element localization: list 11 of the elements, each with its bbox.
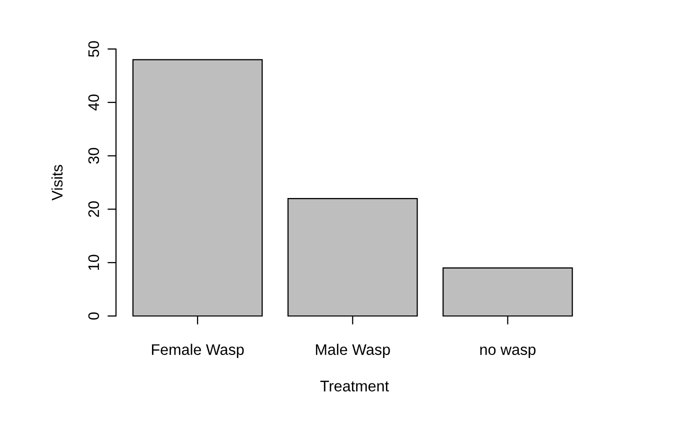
- y-axis-title: Visits: [51, 164, 63, 201]
- x-tick-label: no wasp: [480, 346, 536, 358]
- y-tick-label: 10: [88, 254, 100, 270]
- y-tick-label: 30: [88, 148, 100, 164]
- y-tick-label: 50: [88, 41, 100, 57]
- y-tick-label: 20: [88, 201, 100, 217]
- x-axis-title: Treatment: [320, 380, 389, 392]
- x-tick-label: Male Wasp: [316, 344, 390, 358]
- y-tick-label: 40: [88, 94, 100, 111]
- y-tick-label: 0: [88, 312, 100, 320]
- x-tick-label: Female Wasp: [152, 344, 244, 358]
